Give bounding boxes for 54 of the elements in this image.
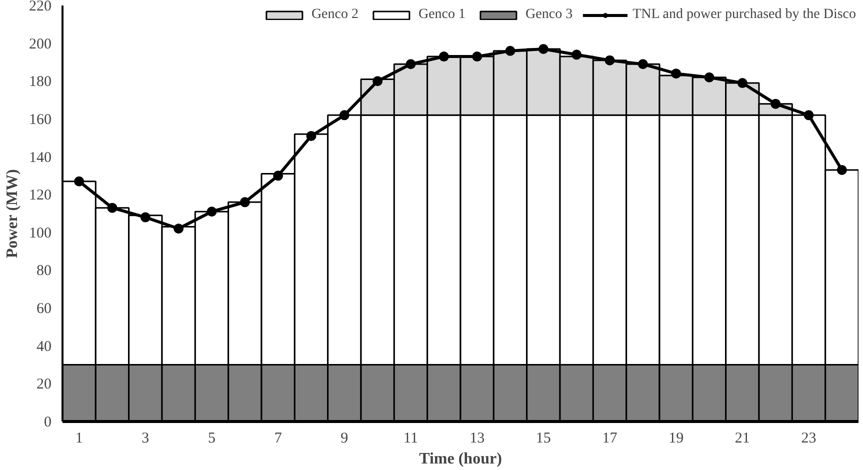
point xyxy=(572,50,582,60)
point xyxy=(107,202,118,213)
x-tick-label: 5 xyxy=(208,430,216,446)
point xyxy=(306,130,316,141)
point xyxy=(836,165,847,175)
x-tick-label: 1 xyxy=(75,430,83,446)
y-tick-label: 0 xyxy=(44,414,52,430)
x-tick-label: 9 xyxy=(340,430,348,446)
x-tick-label: 23 xyxy=(801,430,816,446)
y-tick-label: 60 xyxy=(36,301,52,318)
point xyxy=(671,68,682,79)
point xyxy=(240,197,250,208)
point xyxy=(472,52,482,62)
point xyxy=(273,170,284,181)
point xyxy=(604,55,615,66)
y-tick-label: 200 xyxy=(29,36,52,52)
y-tick-label: 140 xyxy=(29,150,52,166)
point xyxy=(770,98,781,109)
x-tick-label: 13 xyxy=(470,430,485,446)
point xyxy=(737,78,748,88)
y-tick-label: 100 xyxy=(29,225,52,242)
y-tick-label: 160 xyxy=(29,112,52,128)
point xyxy=(74,176,84,186)
y-axis-title: Power (MW) xyxy=(4,169,21,258)
point xyxy=(638,59,648,70)
y-tick-label: 20 xyxy=(36,376,52,393)
point xyxy=(804,110,814,120)
legend-label: TNL and power purchased by the Disco xyxy=(632,7,856,23)
y-tick-label: 40 xyxy=(36,338,52,355)
legend-label: Genco 1 xyxy=(418,7,466,23)
point xyxy=(538,44,548,54)
point xyxy=(174,224,184,234)
y-tick-label: 120 xyxy=(29,188,52,204)
legend-label: Genco 2 xyxy=(311,7,358,23)
x-axis-title: Time (hour) xyxy=(419,450,502,468)
point xyxy=(372,76,383,86)
y-tick-label: 180 xyxy=(29,74,52,90)
y-tick-label: 80 xyxy=(36,263,52,280)
point xyxy=(140,212,150,222)
x-tick-label: 15 xyxy=(536,430,551,446)
x-tick-label: 3 xyxy=(142,430,150,446)
point xyxy=(704,72,714,82)
x-tick-label: 21 xyxy=(734,430,750,446)
legend-label: Genco 3 xyxy=(526,7,573,23)
y-tick-label: 220 xyxy=(29,0,52,14)
x-tick-label: 7 xyxy=(274,430,282,446)
point xyxy=(206,206,217,217)
point xyxy=(339,110,350,120)
x-tick-label: 17 xyxy=(602,430,618,446)
point xyxy=(505,46,516,56)
x-tick-label: 11 xyxy=(404,430,418,446)
x-tick-label: 19 xyxy=(668,430,684,446)
point xyxy=(438,52,449,62)
point xyxy=(406,59,416,70)
